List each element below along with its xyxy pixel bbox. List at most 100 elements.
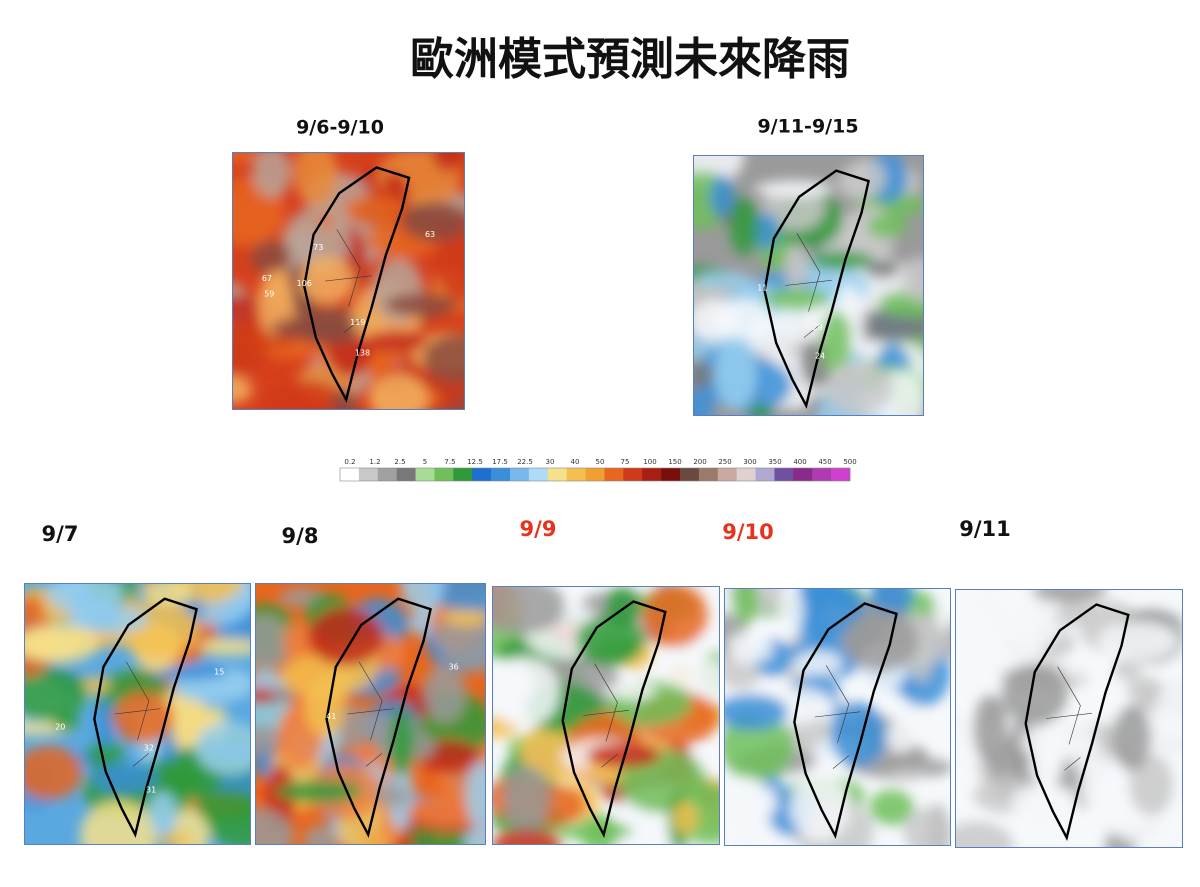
colorbar-tick-label: 12.5 [467,458,483,466]
map-value-label: 36 [449,662,459,671]
colorbar-swatch [377,468,397,481]
colorbar-tick-label: 75 [621,458,630,466]
map-frame [24,583,251,845]
island-outline [563,602,666,835]
day-label: 9/7 [42,522,79,546]
map-value-label: 119 [350,318,365,327]
island-outline [94,599,196,835]
colorbar-tick-label: 250 [718,458,731,466]
colorbar-swatch [528,468,549,481]
colorbar-tick-label: 300 [743,458,756,466]
map-value-label: 73 [313,243,323,252]
colorbar-tick-label: 0.2 [344,458,355,466]
period-label: 9/6-9/10 [296,117,384,139]
colorbar-swatch [831,468,851,481]
colorbar-tick-label: 150 [668,458,681,466]
colorbar-frame [339,467,851,482]
weather-map [724,588,951,846]
colorbar-swatch [472,468,492,481]
colorbar-tick-label: 450 [818,458,831,466]
county-lines [1046,667,1092,771]
weather-map [955,589,1183,848]
colorbar-swatch [755,468,775,481]
colorbar-swatch [623,468,643,481]
colorbar-tick-label: 1.2 [369,458,380,466]
map-frame [232,152,465,410]
colorbar-tick-label: 500 [843,458,856,466]
county-lines [347,662,393,767]
colorbar-swatch [434,468,454,481]
map-frame [492,586,720,845]
colorbar-swatch [774,468,794,481]
colorbar-swatch [453,468,473,481]
map-frame [955,589,1183,848]
map-value-label: 31 [146,785,156,794]
colorbar-swatch [812,468,832,481]
colorbar-swatch [510,468,530,481]
day-label: 9/9 [520,517,557,541]
map-value-label: 11 [757,284,767,293]
island-outline [765,171,869,406]
map-value-label: 15 [214,668,224,677]
day-label: 9/11 [959,517,1011,541]
map-value-label: 106 [297,279,312,288]
weather-map [492,586,720,845]
colorbar-tick-label: 22.5 [517,458,533,466]
slide-title: 歐洲模式預測未來降雨 [410,34,850,85]
weather-map: 73 106 67 59 63 119 138 [232,152,465,410]
colorbar-tick-label: 40 [571,458,580,466]
map-value-label: 59 [264,289,274,298]
map-value-label: 41 [326,712,336,721]
colorbar-tick-label: 17.5 [492,458,508,466]
colorbar-swatch [717,468,737,481]
colorbar-tick-label: 100 [643,458,656,466]
day-label: 9/10 [722,520,774,544]
county-lines [583,664,629,768]
colorbar-swatch [736,468,756,481]
colorbar-tick-label: 350 [768,458,781,466]
colorbar-swatch [661,468,681,481]
colorbar-swatch [642,468,662,481]
map-frame [693,155,924,416]
colorbar-swatch [680,468,700,481]
island-outline [304,167,409,399]
colorbar-tick-label: 2.5 [394,458,405,466]
colorbar-tick-label: 400 [793,458,806,466]
weather-map: 36 41 [255,583,486,845]
county-lines [815,665,860,768]
weather-map: 11 29 24 [693,155,924,416]
colorbar-swatch [358,468,379,481]
colorbar-swatch [604,468,624,481]
colorbar-swatch [491,468,511,481]
colorbar-tick-label: 50 [596,458,605,466]
colorbar-tick-label: 5 [423,458,427,466]
colorbar-tick-label: 7.5 [444,458,455,466]
island-outline [327,599,431,835]
day-label: 9/8 [282,524,319,548]
map-value-label: 32 [144,744,154,753]
colorbar-swatch [585,468,605,481]
colorbar-swatch [547,468,567,481]
county-lines [325,229,372,332]
colorbar-swatch [396,468,416,481]
map-frame [255,583,486,845]
map-value-label: 20 [55,723,65,732]
map-value-label: 63 [425,230,435,239]
colorbar-tick-label: 30 [546,458,555,466]
map-value-label: 138 [355,349,370,358]
colorbar-tick-label: 200 [693,458,706,466]
county-lines [115,662,160,767]
map-value-label: 29 [813,323,823,332]
colorbar-swatch [340,468,360,481]
map-value-label: 24 [815,351,825,360]
map-frame [724,588,951,846]
county-lines [785,233,831,337]
colorbar-swatch [698,468,719,481]
weather-map: 15 20 32 31 [24,583,251,845]
island-outline [1026,605,1129,838]
island-outline [794,603,896,835]
map-value-label: 67 [262,274,272,283]
colorbar-swatch [566,468,586,481]
colorbar-swatch [415,468,435,481]
